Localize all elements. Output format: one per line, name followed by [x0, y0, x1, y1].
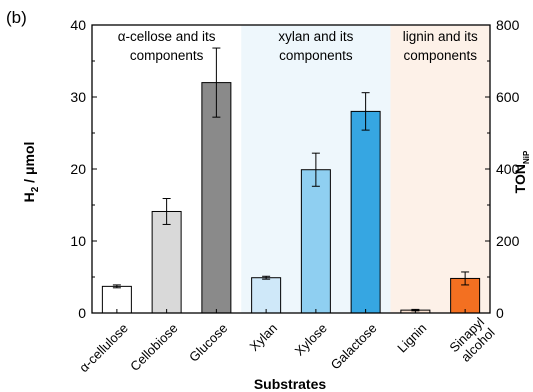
bars: [101, 82, 481, 314]
x-tick-label-1: α-cellulose: [76, 320, 131, 375]
error-bar-6: [361, 92, 370, 131]
x-tick-label-2: Cellobiose: [127, 320, 181, 374]
y-tick-label-5: 40: [70, 17, 86, 33]
x-tick-label-4: Xylan: [247, 320, 281, 354]
error-bar-8: [461, 271, 470, 286]
y2-tick-label-1: 0: [496, 305, 504, 321]
x-tick-label-3: Glucose: [186, 320, 230, 364]
error-bar-5: [311, 152, 320, 187]
y2-tick-label-4: 600: [496, 89, 520, 105]
bar-3: [201, 82, 232, 314]
x-tick-label-7: Lignin: [394, 320, 429, 355]
x-tick-label-6: Galactose: [328, 320, 380, 372]
bar-5: [300, 169, 331, 314]
bar-2: [151, 210, 182, 314]
y-axis-title: H2 / μmol: [21, 142, 41, 203]
y-tick-label-4: 30: [70, 89, 86, 105]
region-labels: α-cellose and its components xylan and its…: [118, 29, 478, 63]
region-background-3: [390, 25, 490, 313]
error-bar-2: [162, 198, 171, 225]
region-label-1-line-2: components: [130, 48, 204, 63]
x-axis-title: Substrates: [254, 376, 327, 392]
bar-4: [251, 277, 282, 314]
region-label-3-line-2: components: [403, 48, 477, 63]
bar-1: [101, 285, 132, 314]
right-axis-ticks: 0 200 400 600 800: [485, 17, 520, 321]
error-bar-4: [262, 275, 271, 280]
region-label-2-line-1: xylan and its: [278, 29, 353, 44]
y-tick-label-3: 20: [70, 161, 86, 177]
error-bars: [112, 47, 470, 312]
y2-tick-label-2: 200: [496, 233, 520, 249]
panel-label: (b): [6, 8, 27, 27]
x-tick-label-5: Xylose: [292, 320, 330, 358]
x-tick-label-8: Sinapylalcohol: [446, 314, 497, 365]
y-tick-label-2: 10: [70, 233, 86, 249]
region-label-1-line-1: α-cellose and its: [118, 29, 216, 44]
bar-6: [350, 110, 381, 314]
error-bar-1: [112, 284, 121, 289]
error-bar-3: [212, 47, 221, 118]
region-label-2-line-2: components: [279, 48, 353, 63]
y-tick-label-1: 0: [78, 305, 86, 321]
y2-tick-label-3: 400: [496, 161, 520, 177]
region-label-3-line-1: lignin and its: [403, 29, 478, 44]
left-axis-ticks: 0 10 20 30 40: [70, 17, 97, 321]
y2-tick-label-5: 800: [496, 17, 520, 33]
y2-axis-title: TONNiP: [512, 150, 531, 193]
